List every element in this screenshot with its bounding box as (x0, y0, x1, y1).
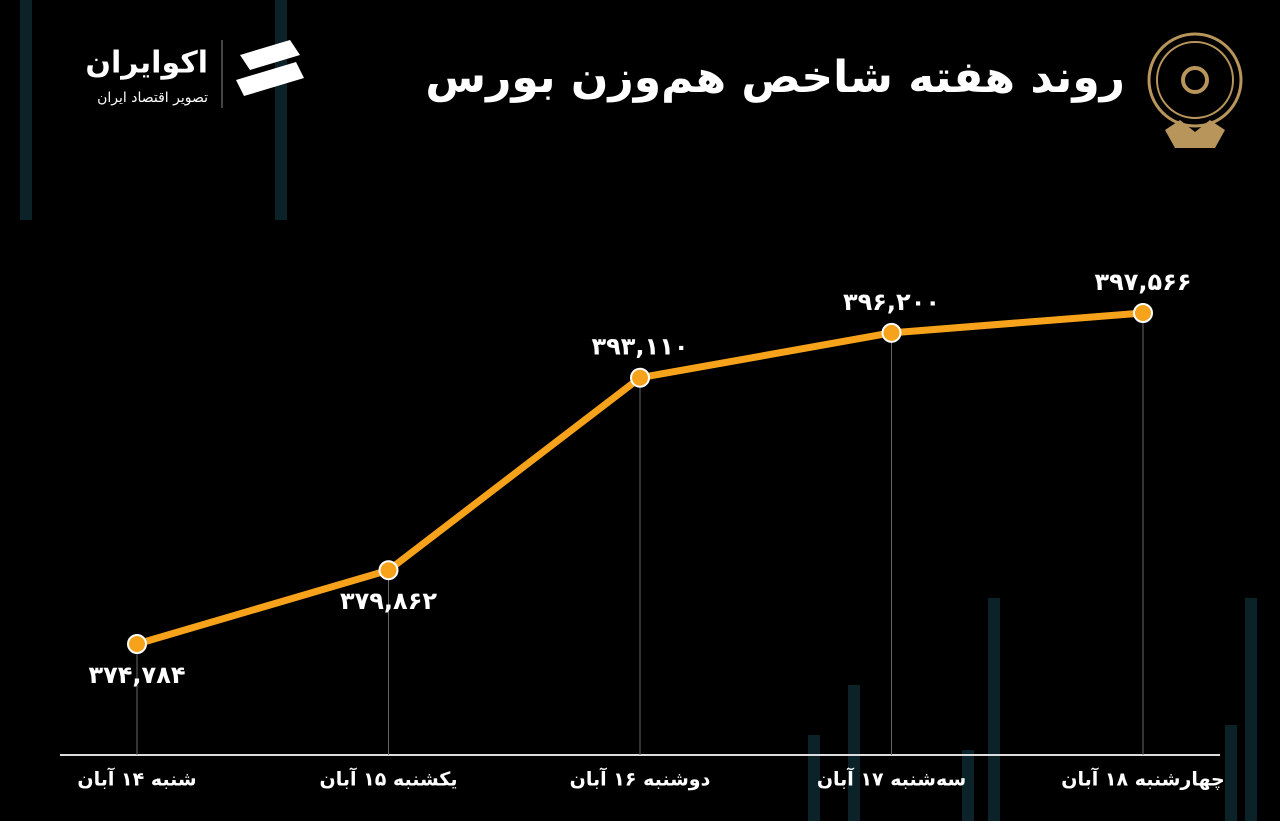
point (630, 367, 650, 388)
x-tick-label: یکشنبه ۱۵ آبان (320, 767, 458, 791)
value-label: ۳۹۶,۲۰۰ (843, 288, 940, 316)
value-label: ۳۷۹,۸۶۲ (340, 587, 437, 615)
brand-mark (236, 40, 304, 96)
value-label: ۳۹۳,۱۱۰ (591, 333, 688, 361)
value-label: ۳۷۴,۷۸۴ (88, 661, 185, 689)
point (1133, 303, 1153, 323)
point (881, 322, 902, 343)
logo-emblem (1147, 32, 1243, 148)
x-tick-label: شنبه ۱۴ آبان (77, 767, 196, 791)
x-tick-label: دوشنبه ۱۶ آبان (570, 767, 711, 791)
chart-title: روند هفته شاخص هم‌وزن بورس (425, 52, 1125, 103)
x-tick-label: چهارشنبه ۱۸ آبان (1061, 767, 1224, 791)
value-label: ۳۹۷,۵۶۶ (1094, 268, 1191, 296)
point (378, 560, 399, 581)
brand-name: اکوایران (85, 46, 208, 81)
brand-tagline: تصویر اقتصاد ایران (97, 90, 208, 106)
point (127, 634, 147, 654)
x-tick-label: سه‌شنبه ۱۷ آبان (817, 767, 966, 791)
